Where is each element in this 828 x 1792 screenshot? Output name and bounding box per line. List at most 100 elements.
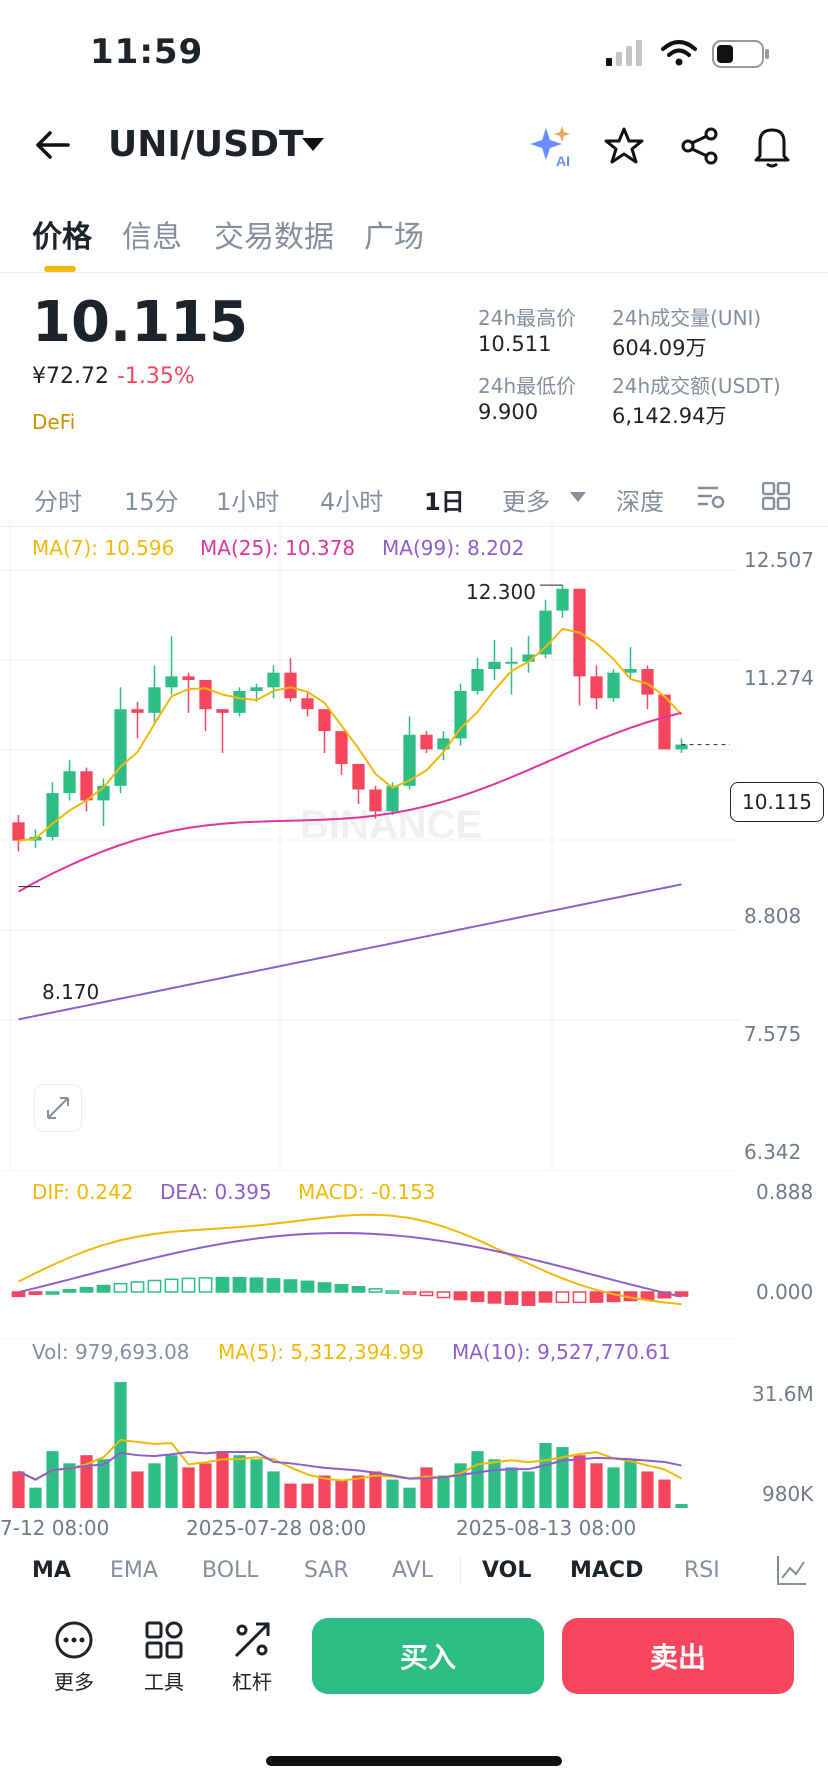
- volume-bar: [488, 1459, 501, 1508]
- sell-button[interactable]: 卖出: [562, 1618, 794, 1694]
- back-arrow-icon[interactable]: [34, 128, 72, 162]
- more-icon[interactable]: [54, 1620, 94, 1660]
- buy-button[interactable]: 买入: [312, 1618, 544, 1694]
- tab-trade-data[interactable]: 交易数据: [214, 220, 334, 255]
- macd-bar: [232, 1276, 247, 1293]
- tab-price[interactable]: 价格: [32, 220, 92, 255]
- amount-value: 6,142.94万: [612, 404, 727, 428]
- more-label[interactable]: 更多: [54, 1670, 94, 1694]
- star-icon[interactable]: [604, 126, 644, 166]
- macd-bar: [453, 1291, 468, 1301]
- candle-body: [641, 669, 654, 695]
- leverage-label[interactable]: 杠杆: [232, 1670, 272, 1694]
- interval-1h[interactable]: 1小时: [216, 488, 280, 516]
- bell-icon[interactable]: [752, 124, 792, 168]
- macd-bar: [572, 1291, 587, 1304]
- indicator-settings-icon[interactable]: [776, 1554, 808, 1586]
- macd-bar: [606, 1291, 621, 1303]
- tools-label[interactable]: 工具: [144, 1670, 184, 1694]
- interval-1d[interactable]: 1日: [424, 488, 465, 516]
- candle-body: [335, 731, 348, 764]
- more-caret-icon[interactable]: [570, 492, 586, 502]
- candle-body: [658, 694, 671, 750]
- ind-sar[interactable]: SAR: [304, 1558, 349, 1583]
- ind-avl[interactable]: AVL: [392, 1558, 433, 1583]
- ind-boll[interactable]: BOLL: [202, 1558, 259, 1583]
- pair-title[interactable]: UNI/USDT: [108, 124, 304, 165]
- ind-ma[interactable]: MA: [32, 1558, 71, 1583]
- ind-macd[interactable]: MACD: [570, 1558, 644, 1583]
- interval-15m[interactable]: 15分: [124, 488, 179, 516]
- candle-body: [216, 709, 229, 713]
- volume-bar: [607, 1467, 620, 1508]
- interval-4h[interactable]: 4小时: [320, 488, 384, 516]
- vol-label: 24h成交量(UNI): [612, 306, 762, 330]
- volume-bar: [590, 1463, 603, 1508]
- interval-more[interactable]: 更多: [502, 488, 550, 516]
- layout-grid-icon[interactable]: [762, 482, 790, 510]
- category-tag[interactable]: DeFi: [32, 410, 76, 434]
- candle-body: [369, 789, 382, 812]
- macd-bar: [555, 1291, 570, 1304]
- volume-bar: [386, 1479, 399, 1508]
- caret-down-icon[interactable]: [302, 138, 324, 152]
- macd-bar: [385, 1290, 400, 1294]
- vol-ma10-line: [18, 1451, 682, 1481]
- volume-bar: [505, 1467, 518, 1508]
- tab-square[interactable]: 广场: [364, 220, 424, 255]
- candle-body: [488, 661, 501, 670]
- candle-body: [63, 771, 76, 794]
- home-indicator: [266, 1756, 562, 1766]
- macd-bar: [351, 1286, 366, 1293]
- low-value: 9.900: [478, 400, 539, 424]
- status-time: 11:59: [90, 32, 204, 72]
- interval-depth[interactable]: 深度: [616, 488, 664, 516]
- ind-rsi[interactable]: RSI: [684, 1558, 720, 1583]
- macd-bar: [589, 1291, 604, 1303]
- ma25-line: [18, 711, 682, 893]
- candle-body: [199, 680, 212, 710]
- interval-timeline[interactable]: 分时: [34, 488, 82, 516]
- macd-bar: [79, 1286, 94, 1293]
- current-price-tag[interactable]: 10.115: [730, 782, 824, 822]
- macd-bar: [402, 1291, 417, 1295]
- candle-body: [624, 669, 637, 673]
- candle-body: [352, 763, 365, 790]
- ma25-legend: MA(25): 10.378: [200, 536, 356, 560]
- ma7-line: [18, 627, 683, 842]
- volume-bar: [199, 1463, 212, 1508]
- share-icon[interactable]: [680, 126, 720, 166]
- candlestick-chart[interactable]: BINANCE: [0, 520, 828, 1170]
- volume-bar: [267, 1471, 280, 1508]
- volume-chart: [0, 1338, 740, 1508]
- macd-bar: [181, 1277, 196, 1293]
- macd-bar: [436, 1291, 451, 1299]
- volume-bar: [12, 1471, 25, 1508]
- macd-bar: [487, 1291, 502, 1304]
- macd-bar: [470, 1291, 485, 1303]
- vol-ma5-legend: MA(5): 5,312,394.99: [218, 1340, 424, 1364]
- macd-bar: [164, 1278, 179, 1293]
- volume-bar: [454, 1463, 467, 1508]
- fullscreen-button[interactable]: [34, 1084, 82, 1132]
- vol-value: 604.09万: [612, 336, 707, 360]
- ai-sparkle-icon[interactable]: AI: [528, 124, 576, 168]
- ind-ema[interactable]: EMA: [110, 1558, 158, 1583]
- y-tick-5: 6.342: [744, 1140, 802, 1164]
- tab-info[interactable]: 信息: [122, 220, 182, 255]
- high-label: 24h最高价: [478, 306, 577, 330]
- macd-legend: MACD: -0.153: [298, 1180, 436, 1204]
- macd-bar: [504, 1291, 519, 1305]
- y-tick-0: 12.507: [744, 548, 814, 572]
- vol-ma5-line: [18, 1438, 682, 1482]
- ind-vol[interactable]: VOL: [482, 1558, 532, 1583]
- ma99-line: [18, 883, 682, 1021]
- leverage-icon[interactable]: [232, 1620, 272, 1660]
- chart-settings-icon[interactable]: [696, 482, 726, 512]
- vol-y-bottom: 980K: [762, 1482, 814, 1506]
- macd-bar: [130, 1281, 145, 1293]
- price-change: -1.35%: [116, 364, 195, 389]
- macd-bar: [640, 1291, 655, 1301]
- vol-y-top: 31.6M: [752, 1382, 814, 1406]
- tools-icon[interactable]: [144, 1620, 184, 1660]
